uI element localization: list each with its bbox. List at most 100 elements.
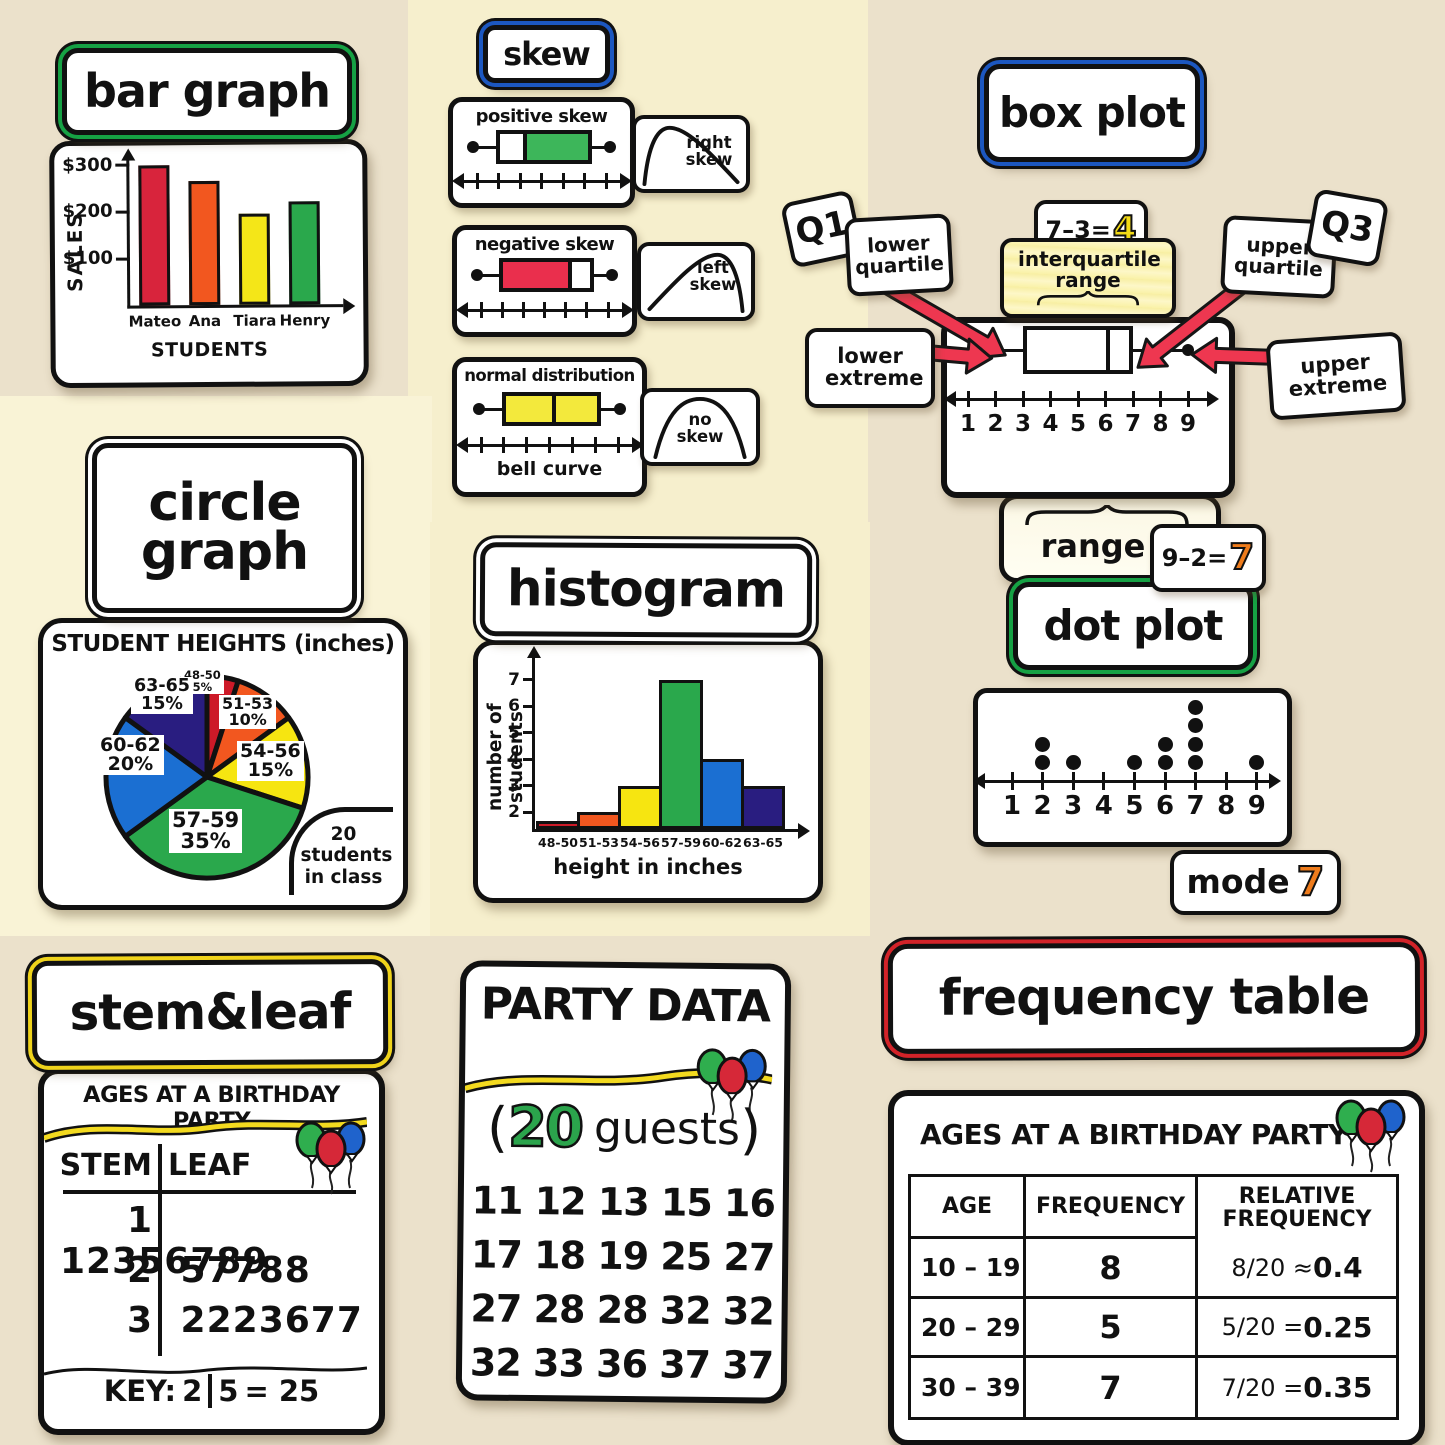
x-tick-label: 3 bbox=[1014, 411, 1031, 437]
stem-leaf-key: KEY: 2 5 = 25 bbox=[103, 1374, 320, 1408]
tick bbox=[1049, 391, 1052, 407]
arrow-left-icon bbox=[452, 173, 464, 189]
x-tick-label: 51-53 bbox=[579, 835, 619, 850]
frequency-cell: 8 bbox=[1026, 1239, 1198, 1299]
range-label: range bbox=[1040, 527, 1146, 565]
guests-word: guests bbox=[593, 1102, 741, 1156]
party-balloons bbox=[692, 1045, 773, 1128]
x-tick-label: 57-59 bbox=[661, 835, 701, 850]
pie-label-51-53: 51-53 10% bbox=[219, 695, 277, 729]
tick bbox=[561, 173, 565, 189]
balloons-icon bbox=[1335, 1099, 1406, 1173]
x-tick-label: 4 bbox=[1094, 791, 1113, 821]
pie-label-60-62: 60-62 20% bbox=[97, 735, 164, 775]
number-line bbox=[984, 779, 1269, 783]
y-tick-label: 2 bbox=[508, 802, 520, 822]
circle-graph-title-text: circle graph bbox=[140, 472, 309, 582]
tick bbox=[966, 391, 970, 407]
frequency-table-card: AGES AT A BIRTHDAY PARTY AGE FREQUENCY R… bbox=[888, 1090, 1425, 1445]
tick bbox=[479, 437, 483, 453]
left-skew-curve-icon bbox=[647, 252, 745, 313]
right-skew-label: right skew bbox=[685, 133, 733, 169]
column-header: FREQUENCY bbox=[1026, 1177, 1198, 1239]
whisker-dot bbox=[467, 141, 479, 153]
upper-extreme-tag: upper extreme bbox=[1265, 331, 1407, 421]
hist-bar-60-62 bbox=[700, 759, 744, 829]
skew-numline-1 bbox=[456, 299, 634, 321]
brace-icon bbox=[1036, 291, 1140, 306]
skew-box-2 bbox=[471, 392, 628, 426]
party-data-row: 27 28 28 32 32 bbox=[470, 1286, 775, 1334]
pie-chart: 48-50 5% 51-53 10% 54-56 15% 57-59 35% 60-62… bbox=[95, 663, 319, 891]
tick bbox=[1194, 772, 1198, 790]
y-tick-label: 6 bbox=[508, 696, 520, 716]
dot bbox=[1188, 755, 1204, 770]
guests-line: ( 20 guests ) bbox=[464, 1094, 784, 1162]
tick bbox=[585, 302, 589, 318]
hist-bar-57-59 bbox=[659, 679, 703, 829]
mode-card: mode 7 bbox=[1170, 850, 1341, 915]
tick bbox=[606, 302, 610, 318]
tick bbox=[1186, 391, 1190, 407]
mode-label: mode bbox=[1186, 862, 1290, 902]
arrow-right-icon bbox=[622, 302, 634, 318]
tick bbox=[1102, 772, 1106, 790]
axis-arrow-up-icon bbox=[526, 646, 541, 658]
x-tick-label: 7 bbox=[1124, 411, 1141, 437]
stem-leaf-row: 3 2223677 bbox=[126, 1300, 363, 1341]
dot-plot-title-text: dot plot bbox=[1043, 601, 1223, 651]
guests-open: ( bbox=[486, 1095, 509, 1159]
no-skew-tag: no skew bbox=[640, 388, 760, 466]
pie-label-63-65: 63-65 15% bbox=[131, 677, 193, 714]
x-axis bbox=[532, 829, 798, 832]
circle-graph-heading: STUDENT HEIGHTS (inches) bbox=[51, 631, 395, 657]
column-header: AGE bbox=[911, 1177, 1026, 1239]
pie-label-48-50: 48-50 5% bbox=[181, 669, 224, 694]
party-data-row: 17 18 19 25 27 bbox=[470, 1232, 775, 1280]
skew-card-label: positive skew bbox=[475, 106, 608, 127]
frequency-cell: 5 bbox=[1026, 1299, 1198, 1358]
axis-arrow-up-icon bbox=[120, 148, 135, 161]
stem-leaf-row: 2 57788 bbox=[126, 1250, 311, 1291]
y-tick-label: 7 bbox=[508, 669, 520, 690]
dot bbox=[1188, 736, 1204, 752]
key-wave-icon bbox=[44, 1366, 367, 1376]
stem-leaf-row: 1 12356789 bbox=[60, 1200, 269, 1282]
tick bbox=[548, 437, 551, 453]
tick bbox=[564, 302, 568, 318]
circle-graph-title: circle graph bbox=[92, 443, 357, 613]
guests-count: 20 bbox=[507, 1094, 584, 1162]
whisker bbox=[601, 407, 620, 411]
x-tick-label: 5 bbox=[1069, 411, 1086, 437]
x-tick-label: 1 bbox=[1002, 791, 1022, 821]
iqr-equation: 7–3= bbox=[1045, 215, 1111, 244]
y-tick bbox=[523, 731, 535, 734]
tick bbox=[994, 391, 997, 407]
hist-bar-48-50 bbox=[536, 820, 580, 829]
bar-graph-title: bar graph bbox=[62, 48, 352, 135]
box-plot-title-text: box plot bbox=[998, 88, 1186, 138]
box bbox=[499, 258, 595, 292]
dot bbox=[1188, 699, 1204, 715]
x-tick-label: 9 bbox=[1247, 791, 1266, 821]
whisker bbox=[594, 273, 612, 277]
skew-title: skew bbox=[483, 25, 610, 83]
x-tick-label: 8 bbox=[1217, 791, 1236, 821]
y-tick bbox=[523, 704, 535, 708]
range-equation-tag: 9–2= 7 bbox=[1150, 524, 1266, 592]
red-arrow-upper-quartile bbox=[1136, 278, 1248, 369]
bar-graph-card: SALES $300 $200 $100 Mateo Ana Tiara Henry STU… bbox=[49, 138, 369, 389]
whisker bbox=[477, 273, 500, 277]
axis-arrow-right-icon bbox=[798, 822, 810, 839]
box bbox=[502, 392, 602, 426]
dot bbox=[1249, 755, 1265, 770]
x-tick-label: 2 bbox=[987, 411, 1004, 437]
x-tick-label: 54-56 bbox=[620, 835, 660, 850]
stem-column-header: STEM bbox=[59, 1148, 152, 1183]
left-skew-tag: left skew bbox=[637, 242, 755, 321]
skew-numline-2 bbox=[456, 434, 644, 456]
relative-frequency-cell: 5/20 = 0.25 bbox=[1198, 1299, 1396, 1358]
tick bbox=[1021, 391, 1025, 407]
balloons-icon bbox=[696, 1048, 767, 1122]
box bbox=[1023, 326, 1133, 374]
